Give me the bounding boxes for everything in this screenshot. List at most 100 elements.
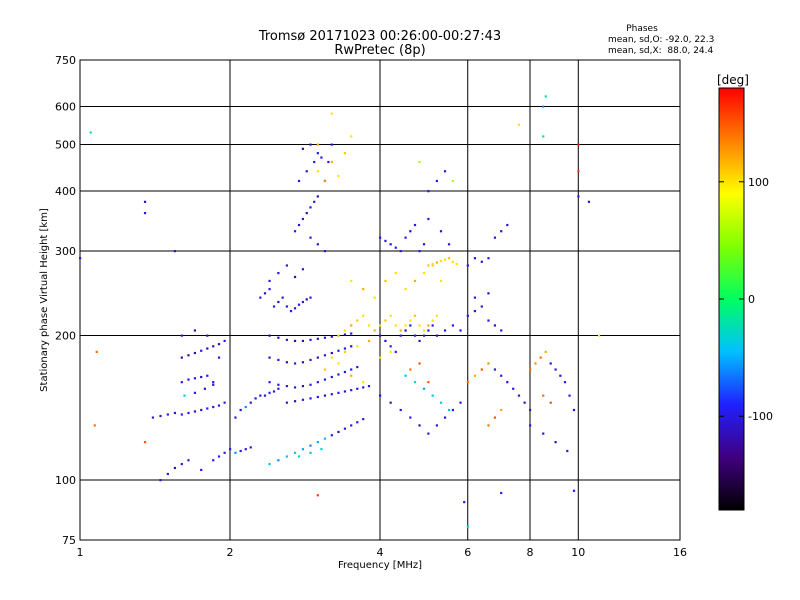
data-point bbox=[443, 170, 447, 173]
data-point bbox=[212, 405, 215, 409]
data-point bbox=[285, 401, 288, 404]
data-point bbox=[435, 424, 438, 427]
data-point bbox=[337, 334, 340, 337]
data-point bbox=[418, 250, 421, 253]
data-point bbox=[422, 387, 426, 390]
data-point bbox=[316, 441, 319, 444]
data-point bbox=[418, 324, 421, 327]
data-point bbox=[587, 200, 591, 203]
data-point bbox=[200, 375, 203, 379]
data-point bbox=[206, 407, 209, 410]
data-point bbox=[413, 279, 417, 283]
data-point bbox=[316, 381, 319, 384]
data-point bbox=[451, 260, 455, 263]
data-point bbox=[301, 398, 305, 401]
data-point bbox=[239, 408, 242, 412]
data-point bbox=[268, 356, 271, 359]
data-point bbox=[293, 307, 297, 310]
data-point bbox=[493, 324, 497, 327]
data-point bbox=[330, 356, 333, 359]
data-point bbox=[180, 462, 183, 466]
data-point bbox=[350, 424, 353, 427]
data-point bbox=[320, 448, 323, 451]
data-point bbox=[435, 334, 438, 337]
data-point bbox=[316, 243, 319, 246]
data-point bbox=[173, 411, 177, 415]
data-point bbox=[268, 279, 271, 283]
data-point bbox=[330, 434, 333, 437]
data-point bbox=[418, 339, 421, 343]
data-point bbox=[193, 377, 197, 380]
data-point bbox=[309, 397, 312, 400]
data-point bbox=[268, 391, 271, 394]
data-point bbox=[343, 347, 347, 350]
data-point bbox=[455, 262, 458, 266]
data-point bbox=[79, 257, 82, 260]
data-point bbox=[422, 329, 426, 332]
data-point bbox=[356, 387, 359, 390]
data-point bbox=[293, 362, 297, 365]
data-point bbox=[343, 370, 347, 374]
x-axis-label: Frequency [MHz] bbox=[338, 560, 422, 571]
data-point bbox=[394, 271, 397, 275]
data-point bbox=[166, 472, 169, 476]
data-point bbox=[389, 345, 392, 348]
data-point bbox=[268, 334, 271, 337]
data-point bbox=[305, 170, 308, 173]
data-point bbox=[544, 95, 547, 98]
data-point bbox=[459, 401, 462, 404]
data-point bbox=[323, 368, 327, 371]
data-point bbox=[404, 329, 407, 332]
data-point bbox=[350, 135, 353, 138]
data-point bbox=[389, 401, 392, 404]
data-point bbox=[305, 212, 308, 215]
data-point bbox=[379, 334, 382, 337]
data-point bbox=[316, 337, 319, 340]
data-point bbox=[480, 305, 483, 308]
data-point bbox=[362, 418, 365, 421]
data-point bbox=[427, 264, 430, 267]
data-point bbox=[200, 349, 203, 352]
data-point bbox=[223, 339, 226, 343]
data-point bbox=[473, 257, 477, 260]
data-point bbox=[572, 408, 576, 412]
data-point bbox=[343, 152, 347, 155]
data-point bbox=[413, 334, 417, 337]
data-point bbox=[413, 223, 417, 227]
data-point bbox=[217, 404, 221, 407]
data-point bbox=[234, 451, 237, 454]
data-point bbox=[159, 479, 162, 482]
data-point bbox=[443, 416, 447, 419]
data-point bbox=[277, 383, 280, 386]
data-point bbox=[293, 230, 297, 233]
data-point bbox=[493, 236, 497, 239]
data-point bbox=[151, 416, 155, 419]
data-point bbox=[143, 200, 147, 203]
data-point bbox=[212, 383, 215, 386]
data-point bbox=[309, 236, 312, 239]
data-point bbox=[431, 262, 434, 266]
data-point bbox=[500, 230, 503, 233]
data-point bbox=[297, 455, 301, 458]
data-point bbox=[389, 314, 392, 317]
y-tick-label: 500 bbox=[55, 139, 76, 152]
data-point bbox=[577, 143, 580, 146]
data-point bbox=[305, 298, 308, 301]
data-point bbox=[297, 179, 301, 183]
data-point bbox=[542, 105, 545, 108]
data-point bbox=[173, 250, 177, 253]
data-point bbox=[427, 381, 430, 384]
data-point bbox=[297, 223, 301, 227]
data-point bbox=[572, 489, 576, 492]
y-axis-ticks: 75 100 200 300 400 500 600 750 bbox=[55, 54, 76, 547]
data-point bbox=[206, 347, 209, 350]
data-point bbox=[362, 381, 365, 384]
data-point bbox=[187, 411, 190, 415]
data-point bbox=[544, 350, 547, 353]
data-point bbox=[337, 373, 340, 376]
data-point bbox=[466, 264, 469, 267]
data-point bbox=[309, 143, 312, 146]
colorbar-tick-label: -100 bbox=[748, 410, 773, 423]
data-point bbox=[337, 349, 340, 352]
data-point bbox=[459, 329, 462, 332]
